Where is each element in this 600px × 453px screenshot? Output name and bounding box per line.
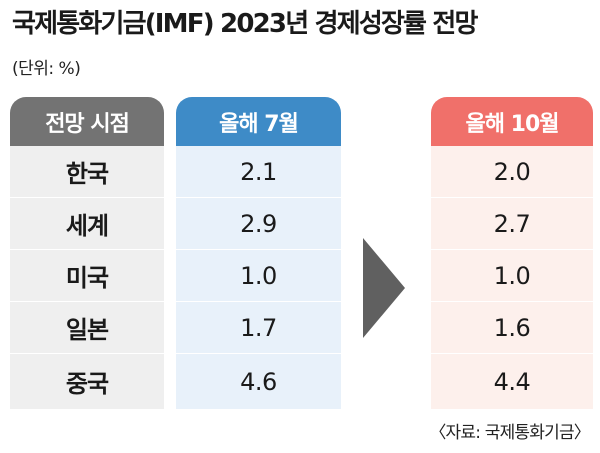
header-october: 올해 10월 <box>431 97 593 146</box>
header-july: 올해 7월 <box>176 97 341 146</box>
october-value-1: 2.7 <box>431 198 593 250</box>
july-column: 2.1 2.9 1.0 1.7 4.6 <box>176 146 341 409</box>
unit-label: (단위: %) <box>12 59 81 79</box>
october-value-2: 1.0 <box>431 250 593 302</box>
category-label-2: 미국 <box>10 250 164 302</box>
july-column-background <box>176 146 341 409</box>
july-value-1: 2.9 <box>176 198 341 250</box>
july-value-4: 4.6 <box>240 367 277 396</box>
october-column: 2.0 2.7 1.0 1.6 4.4 <box>431 146 593 409</box>
right-arrow-icon <box>363 238 405 338</box>
category-label-4: 중국 <box>65 370 109 398</box>
october-column-background <box>431 146 593 409</box>
category-label-0: 한국 <box>10 146 164 198</box>
chart-title: 국제통화기금(IMF) 2023년 경제성장률 전망 <box>12 9 478 39</box>
july-value-0: 2.1 <box>176 146 341 198</box>
source-note: 〈자료: 국제통화기금〉 <box>429 423 590 443</box>
july-value-3: 1.7 <box>176 302 341 354</box>
july-value-2: 1.0 <box>176 250 341 302</box>
category-label-1: 세계 <box>10 198 164 250</box>
october-value-0: 2.0 <box>431 146 593 198</box>
october-value-4: 4.4 <box>493 367 531 396</box>
october-value-3: 1.6 <box>431 302 593 354</box>
header-forecast-time: 전망 시점 <box>10 97 164 146</box>
category-label-3: 일본 <box>10 302 164 354</box>
category-column-background <box>10 146 164 409</box>
